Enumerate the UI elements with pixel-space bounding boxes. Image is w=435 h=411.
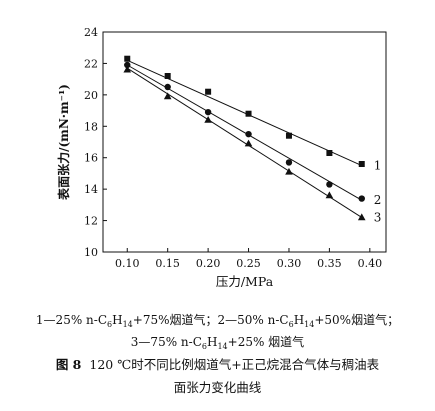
legend-text: H: [112, 313, 123, 327]
legend-text: 1—25% n-C: [35, 313, 108, 327]
y-tick-label: 16: [84, 152, 98, 165]
figure-caption-text: 面张力变化曲线: [173, 380, 262, 395]
y-axis-label: 表面张力/(mN·m⁻¹): [56, 84, 71, 201]
data-point-series-3: [163, 92, 172, 100]
data-point-series-2: [124, 61, 131, 69]
legend-text: +50%烟道气；: [314, 313, 400, 327]
data-point-series-1: [245, 110, 252, 117]
fit-line-series-1: [127, 59, 362, 167]
series-label: 2: [374, 193, 382, 207]
figure-caption-text: 120 ℃时不同比例烟道气+正己烷混合气体与稠油表: [89, 357, 380, 372]
fit-line-series-2: [127, 64, 362, 201]
legend-text: 3—75% n-C: [130, 335, 202, 349]
data-point-series-1: [205, 88, 212, 95]
data-point-series-3: [244, 139, 253, 147]
x-tick-label: 0.25: [236, 257, 261, 270]
legend-subscript: 14: [122, 320, 133, 329]
legend-subscript: 6: [107, 320, 113, 329]
y-tick-label: 10: [84, 246, 98, 259]
legend-subscript: 6: [201, 342, 207, 351]
y-tick-label: 14: [84, 183, 98, 196]
y-tick-label: 18: [84, 120, 98, 133]
data-point-series-3: [285, 167, 293, 175]
series-label: 3: [374, 210, 382, 224]
data-point-series-2: [285, 159, 293, 166]
data-point-series-3: [325, 191, 334, 199]
plot-frame: [102, 31, 387, 253]
legend-text: +25% 烟道气: [227, 335, 305, 349]
data-point-series-2: [326, 181, 333, 188]
x-axis-label: 压力/MPa: [216, 274, 274, 289]
data-point-series-3: [204, 116, 212, 123]
y-tick-label: 12: [84, 215, 98, 228]
y-tick-label: 22: [84, 57, 98, 70]
data-point-series-3: [123, 65, 132, 73]
x-tick-label: 0.30: [277, 257, 302, 270]
legend-subscript: 14: [304, 320, 315, 329]
y-tick-label: 24: [84, 26, 98, 39]
figure-label: 图 8: [55, 357, 82, 372]
data-point-series-1: [164, 73, 171, 79]
data-point-series-1: [358, 161, 365, 167]
y-tick-label: 20: [84, 89, 98, 102]
data-point-series-1: [124, 55, 131, 62]
legend-line-2: 3—75% n-C6H14+25% 烟道气: [0, 334, 435, 351]
x-tick-label: 0.15: [155, 257, 180, 270]
series-label: 1: [374, 159, 382, 173]
x-tick-label: 0.20: [196, 257, 221, 270]
data-point-series-1: [285, 132, 292, 139]
figure-caption-continued: 面张力变化曲线: [0, 380, 435, 396]
fit-line-series-3: [126, 67, 363, 218]
x-tick-label: 0.10: [115, 257, 140, 270]
data-point-series-2: [204, 108, 212, 116]
legend-text: +75%烟道气；2—50% n-C: [132, 313, 289, 327]
legend-subscript: 14: [217, 342, 228, 351]
data-point-series-1: [326, 150, 333, 156]
x-tick-label: 0.40: [358, 257, 383, 270]
data-point-series-3: [357, 213, 366, 221]
data-point-series-2: [164, 83, 171, 91]
legend-subscript: 6: [288, 320, 294, 329]
legend-line-1: 1—25% n-C6H14+75%烟道气；2—50% n-C6H14+50%烟道…: [0, 312, 435, 329]
surface-tension-chart: 0.10 0.15 0.20 0.25 0.30 0.35 0.40101214161820…: [56, 26, 387, 289]
legend-text: H: [293, 313, 305, 327]
figure-caption: 图 8 120 ℃时不同比例烟道气+正己烷混合气体与稠油表: [0, 357, 435, 373]
data-point-series-2: [358, 195, 365, 202]
data-point-series-2: [245, 130, 252, 138]
legend-text: H: [206, 335, 218, 349]
x-tick-label: 0.35: [317, 257, 342, 270]
